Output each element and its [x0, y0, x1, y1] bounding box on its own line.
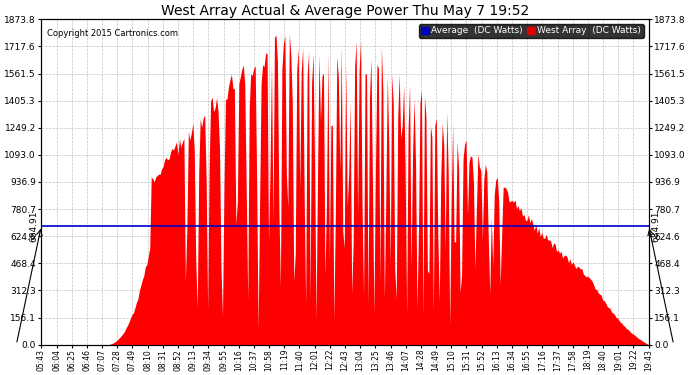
- Text: 684.91: 684.91: [651, 210, 661, 242]
- Legend: Average  (DC Watts), West Array  (DC Watts): Average (DC Watts), West Array (DC Watts…: [419, 24, 644, 38]
- Text: Copyright 2015 Cartronics.com: Copyright 2015 Cartronics.com: [48, 29, 179, 38]
- Title: West Array Actual & Average Power Thu May 7 19:52: West Array Actual & Average Power Thu Ma…: [161, 4, 529, 18]
- Text: 684.91: 684.91: [29, 210, 39, 242]
